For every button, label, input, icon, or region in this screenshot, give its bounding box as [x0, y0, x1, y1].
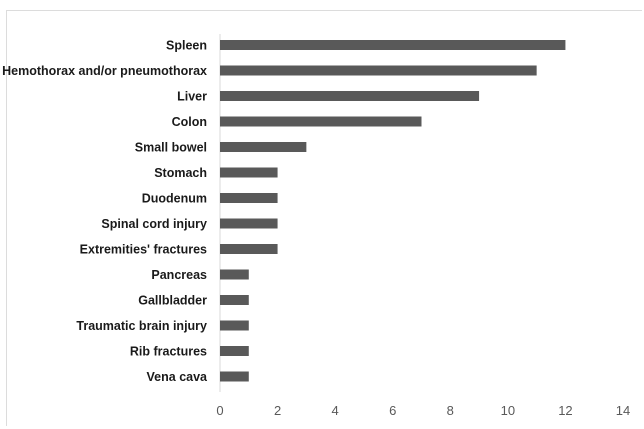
bar-1: [220, 65, 537, 76]
bar-5: [220, 167, 278, 178]
x-tick-label-7: 14: [616, 403, 630, 418]
bars-group: [220, 40, 566, 382]
x-tick-label-4: 8: [447, 403, 454, 418]
bar-9: [220, 269, 249, 280]
bar-13: [220, 371, 249, 382]
category-label-2: Liver: [177, 90, 207, 104]
x-tick-label-2: 4: [332, 403, 339, 418]
bar-10: [220, 295, 249, 305]
x-tick-label-3: 6: [389, 403, 396, 418]
category-label-11: Traumatic brain injury: [76, 319, 207, 333]
x-tick-label-5: 10: [501, 403, 515, 418]
x-tick-label-0: 0: [216, 403, 223, 418]
bar-0: [220, 40, 566, 50]
category-label-5: Stomach: [154, 166, 207, 180]
category-label-13: Vena cava: [147, 370, 209, 384]
x-tick-label-1: 2: [274, 403, 281, 418]
bar-12: [220, 346, 249, 356]
category-label-4: Small bowel: [135, 141, 207, 155]
bar-2: [220, 91, 480, 101]
category-labels: Spleen Hemothorax and/or pneumothorax Live…: [2, 39, 208, 385]
category-label-10: Gallbladder: [138, 294, 207, 308]
category-label-0: Spleen: [166, 39, 207, 53]
category-label-9: Pancreas: [151, 268, 207, 282]
category-label-8: Extremities' fractures: [80, 243, 207, 257]
bar-4: [220, 142, 307, 152]
category-label-3: Colon: [172, 115, 207, 129]
category-label-6: Duodenum: [142, 192, 207, 206]
x-tick-label-6: 12: [558, 403, 572, 418]
bar-6: [220, 193, 278, 203]
category-label-1: Hemothorax and/or pneumothorax: [2, 64, 207, 78]
x-tick-labels: 0 2 4 6 8 10 12 14: [216, 403, 630, 418]
bar-3: [220, 116, 422, 127]
bar-8: [220, 244, 278, 254]
category-label-12: Rib fractures: [130, 345, 207, 359]
chart-frame: [6, 10, 642, 426]
bar-7: [220, 218, 278, 229]
bar-11: [220, 320, 249, 331]
category-label-7: Spinal cord injury: [101, 217, 207, 231]
